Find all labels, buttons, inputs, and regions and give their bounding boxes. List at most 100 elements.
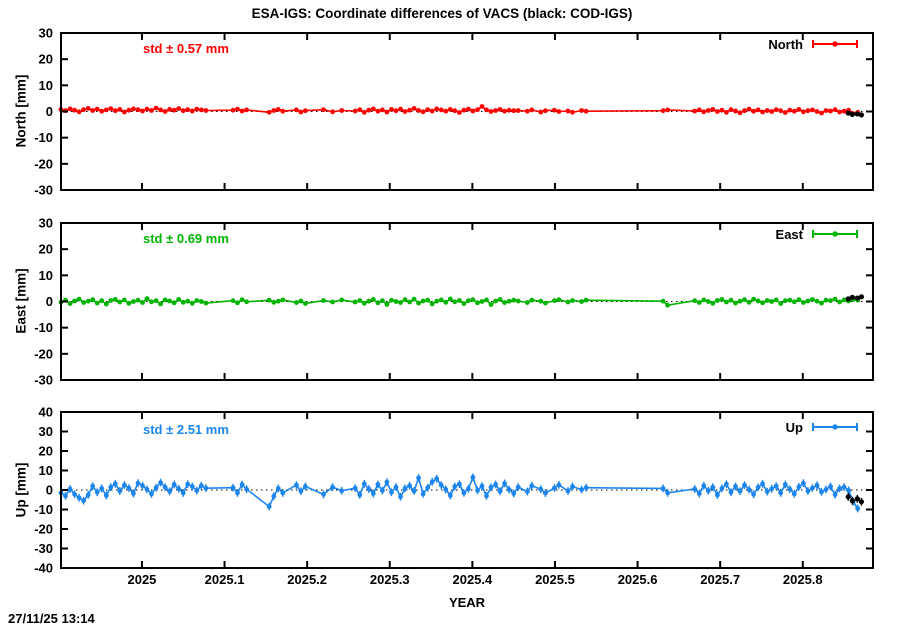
data-point [380, 488, 385, 493]
y-tick-label: 20 [39, 52, 53, 67]
data-point [715, 109, 720, 114]
data-point [398, 494, 403, 500]
data-point [239, 108, 245, 114]
data-point [719, 107, 725, 113]
data-point [239, 482, 245, 487]
east-series-points [58, 296, 861, 308]
data-point [769, 109, 775, 114]
data-point [479, 299, 485, 304]
north-series-points [58, 104, 861, 116]
data-point [823, 487, 829, 492]
data-point [366, 486, 372, 492]
data-point [801, 109, 806, 115]
data-point [787, 107, 793, 113]
data-point [719, 486, 725, 491]
data-point [189, 108, 195, 114]
data-point [751, 108, 756, 114]
y-tick-label: -30 [34, 373, 53, 388]
data-point [443, 487, 449, 492]
data-point [724, 481, 729, 487]
data-point [475, 300, 480, 306]
y-tick-label: 10 [39, 463, 53, 478]
data-point [497, 488, 503, 494]
data-point [466, 106, 471, 112]
data-point [696, 491, 702, 496]
data-point [112, 108, 118, 114]
data-point [352, 485, 358, 491]
data-point [737, 488, 743, 494]
cod-data-point [849, 498, 855, 504]
data-point [488, 302, 494, 307]
data-point [171, 482, 177, 487]
data-point [791, 491, 797, 497]
data-point [506, 487, 512, 492]
x-tick-label: 2025 [127, 572, 156, 587]
data-point [122, 297, 127, 303]
data-point [122, 482, 127, 488]
data-point [352, 108, 358, 114]
data-point [235, 106, 240, 112]
data-point [529, 107, 535, 113]
x-tick-label: 2025.1 [205, 572, 245, 587]
data-point [760, 481, 765, 487]
data-point [742, 297, 747, 303]
data-point [511, 491, 517, 496]
cod-data-point [858, 112, 865, 118]
data-point [140, 483, 145, 489]
data-point [162, 109, 168, 114]
data-point [244, 299, 250, 305]
data-point [692, 298, 698, 304]
data-point [144, 106, 150, 112]
data-point [764, 298, 770, 303]
data-point [429, 108, 435, 114]
data-point [72, 298, 77, 304]
data-point [103, 107, 109, 113]
data-point [773, 297, 779, 303]
data-point [819, 110, 824, 116]
data-point [425, 297, 431, 303]
data-point [805, 108, 811, 114]
data-point [823, 108, 829, 113]
data-point [194, 106, 200, 112]
data-point [239, 297, 245, 303]
data-point [461, 301, 467, 306]
data-point [180, 490, 186, 496]
data-point [90, 108, 96, 113]
data-point [420, 298, 426, 304]
data-point [796, 107, 802, 112]
data-point [411, 106, 417, 111]
data-point [357, 298, 363, 303]
data-point [515, 298, 521, 304]
data-point [76, 495, 82, 501]
data-point [108, 298, 114, 303]
data-point [457, 481, 462, 487]
data-point [543, 490, 548, 496]
cod-data-point [854, 496, 860, 502]
data-point [696, 300, 702, 305]
data-point [384, 479, 390, 485]
cod-data-point [849, 111, 855, 117]
data-point [470, 474, 476, 480]
data-point [370, 297, 376, 302]
data-point [294, 482, 299, 488]
data-point [108, 106, 114, 111]
data-point [511, 297, 517, 303]
data-point [203, 108, 209, 113]
data-point [565, 299, 571, 305]
data-point [782, 298, 788, 304]
data-point [746, 299, 752, 305]
data-point [171, 107, 177, 113]
north-legend-label: North [768, 36, 803, 52]
data-point [524, 108, 530, 114]
data-point [782, 110, 788, 115]
y-tick-label: -20 [34, 522, 53, 537]
x-tick-label: 2025.5 [535, 572, 575, 587]
data-point [103, 301, 109, 307]
data-point [108, 484, 114, 490]
errorbar-point [832, 424, 838, 430]
data-point [733, 108, 738, 114]
data-point [778, 490, 784, 496]
data-point [162, 484, 168, 490]
up-ticks [61, 411, 873, 569]
